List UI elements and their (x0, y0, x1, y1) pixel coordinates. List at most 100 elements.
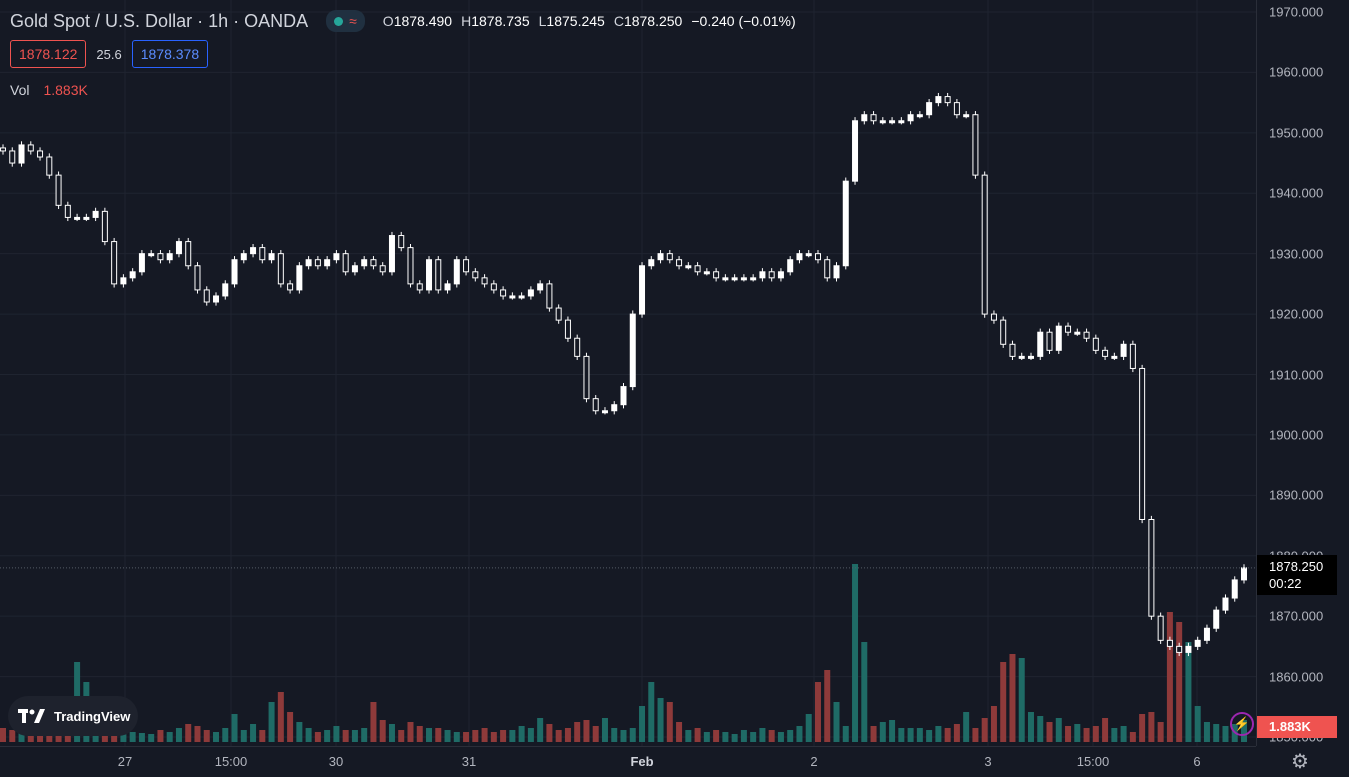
volume-bar (713, 730, 720, 742)
candle-body (666, 253, 673, 261)
tradingview-logo[interactable]: TradingView (8, 696, 138, 736)
time-tick-label: 3 (984, 754, 992, 769)
volume-bar (1222, 726, 1229, 742)
price-tick-label: 1900.000 (1269, 427, 1324, 443)
volume-bar (259, 730, 266, 742)
volume-bar (138, 733, 145, 742)
volume-bar (611, 728, 618, 742)
candle-body (1009, 343, 1016, 357)
volume-bar (240, 730, 247, 742)
volume-bar (1055, 718, 1062, 742)
time-axis[interactable]: 27 15:00 30 31 Feb 2 3 15:00 6 (0, 746, 1256, 777)
volume-bar (694, 728, 701, 742)
volume-bar (1203, 722, 1210, 742)
volume-bar (972, 728, 979, 742)
candle-body (963, 114, 970, 118)
volume-bar (453, 732, 460, 742)
lightning-icon[interactable]: ⚡ (1230, 712, 1254, 736)
candle-body (898, 120, 905, 124)
candle-body (426, 259, 433, 291)
time-tick-label: 31 (461, 754, 477, 769)
candle-body (1000, 319, 1007, 345)
candle-body (1027, 355, 1034, 359)
candle-body (842, 180, 849, 267)
candle-body (46, 156, 53, 176)
candle-body (472, 271, 479, 279)
volume-bar (148, 734, 155, 742)
volume-legend[interactable]: Vol 1.883K (10, 82, 88, 98)
candle-body (981, 174, 988, 315)
volume-bar (18, 732, 25, 742)
candle-body (129, 271, 136, 279)
volume-bar (583, 720, 590, 742)
candle-body (444, 283, 451, 291)
candle-body (564, 319, 571, 339)
time-tick-label: 15:00 (1076, 754, 1110, 769)
volume-bar (814, 682, 821, 742)
candle-body (592, 398, 599, 412)
candle-body (870, 114, 877, 122)
volume-bar (416, 726, 423, 742)
price-tick-label: 1860.000 (1269, 669, 1324, 685)
candle-body (639, 265, 646, 315)
volume-bar (463, 732, 470, 742)
candle-body (1241, 567, 1247, 581)
volume-bar (861, 642, 868, 742)
volume-bar (324, 730, 331, 742)
sell-button[interactable]: 1878.122 (10, 40, 87, 68)
volume-bar (574, 722, 581, 742)
volume-bar (1148, 712, 1155, 742)
volume-bar (527, 728, 534, 742)
volume-bar (555, 730, 562, 742)
candle-body (92, 210, 99, 218)
volume-bar (1018, 658, 1025, 742)
candle-body (1065, 325, 1072, 333)
buy-button[interactable]: 1878.378 (131, 40, 209, 68)
volume-bar (592, 726, 599, 742)
candle-body (370, 259, 377, 267)
time-tick-label: 2 (810, 754, 818, 769)
volume-bar (213, 732, 220, 742)
candle-body (1194, 639, 1201, 647)
settings-gear-icon[interactable]: ⚙ (1291, 751, 1309, 773)
candle-body (203, 289, 210, 303)
volume-bar (750, 732, 757, 742)
volume-bar (1102, 718, 1109, 742)
candle-body (703, 271, 710, 275)
tradingview-logo-text: TradingView (54, 708, 131, 724)
candle-body (648, 259, 655, 267)
price-tick-label: 1950.000 (1269, 125, 1324, 141)
volume-bar (907, 728, 914, 742)
candle-body (1157, 615, 1164, 641)
candlestick-chart[interactable] (0, 0, 1256, 746)
volume-bar (27, 734, 34, 742)
candle-body (1222, 597, 1229, 611)
time-tick-label: 6 (1193, 754, 1201, 769)
candle-body (1148, 519, 1155, 617)
volume-bar (1046, 722, 1053, 742)
volume-bar (805, 714, 812, 742)
volume-bar (166, 732, 173, 742)
candle-body (222, 283, 229, 297)
candle-body (0, 147, 6, 152)
symbol-title[interactable]: Gold Spot / U.S. Dollar · 1h · OANDA (10, 10, 309, 31)
volume-bar (250, 724, 257, 742)
volume-bar (305, 728, 312, 742)
price-axis[interactable]: 1970.000 1960.000 1950.000 1940.000 1930.000… (1256, 0, 1349, 746)
candle-body (685, 265, 692, 269)
candle-body (111, 241, 118, 285)
price-tick-label: 1930.000 (1269, 246, 1324, 262)
candle-body (731, 277, 738, 281)
candle-body (555, 307, 562, 321)
chart-area[interactable]: Gold Spot / U.S. Dollar · 1h · OANDA ≈ O… (0, 0, 1256, 746)
market-status-pill[interactable]: ≈ (326, 10, 365, 32)
volume-bar (740, 730, 747, 742)
price-tick-label: 1960.000 (1269, 64, 1324, 80)
candle-body (27, 144, 34, 152)
candle-body (166, 253, 173, 261)
candle-body (1139, 367, 1146, 521)
candle-body (268, 253, 275, 261)
volume-bar (388, 724, 395, 742)
volume-bar (287, 712, 294, 742)
candle-body (814, 253, 821, 261)
